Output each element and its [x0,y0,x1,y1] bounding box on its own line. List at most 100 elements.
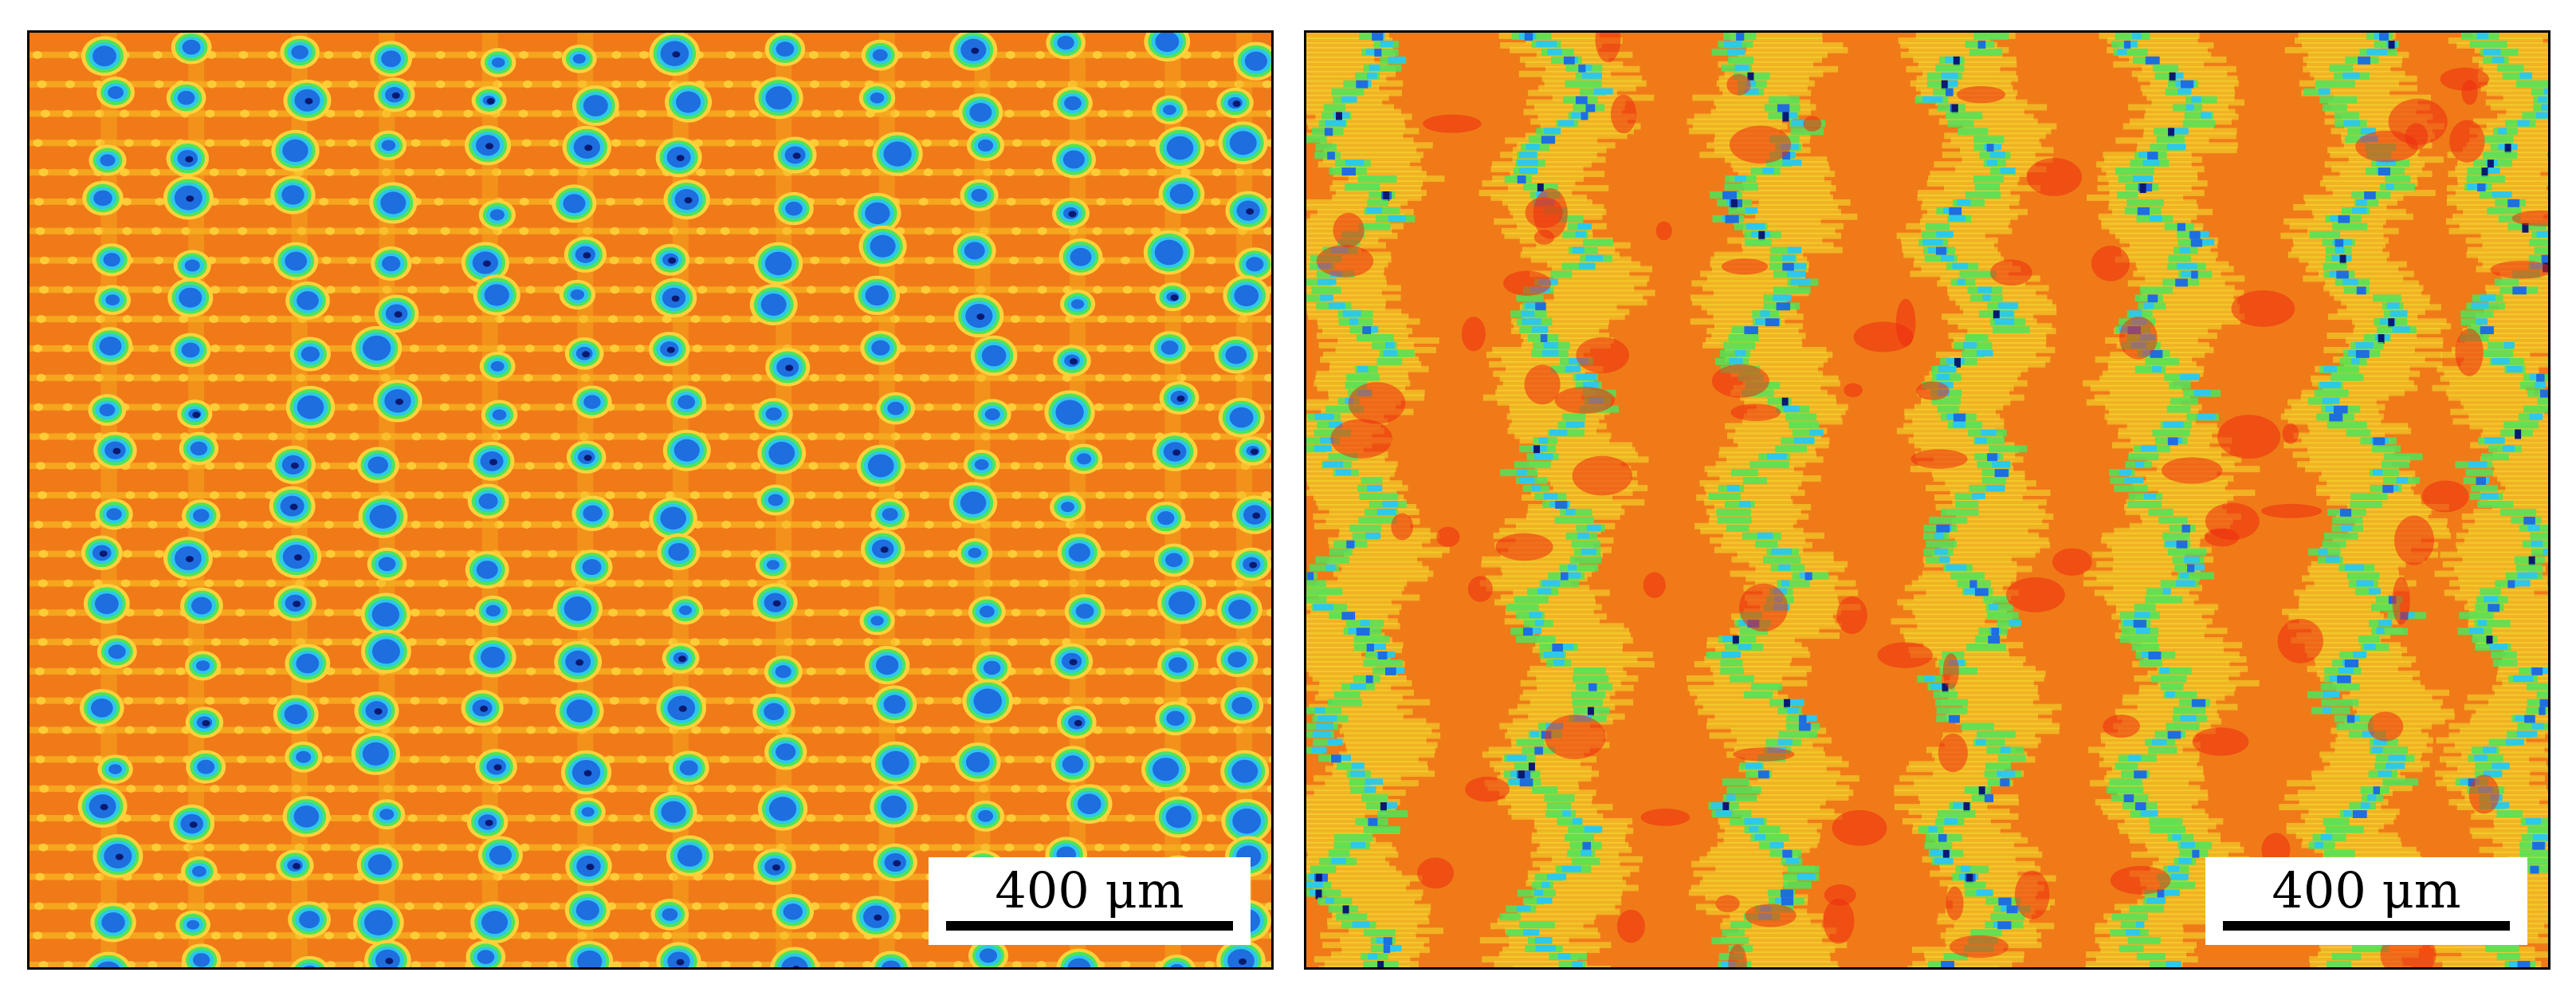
left-stripe-dot [33,403,44,411]
left-stripe-dot [266,843,277,852]
right-band-yellow [1913,594,2012,601]
right-band-green [1926,556,1950,564]
right-band-blue [1365,675,1373,683]
right-band-yellow [2299,599,2400,606]
left-blob-core [1166,136,1194,160]
right-band-green [1323,104,1346,112]
right-band-cyan [1350,683,1366,690]
left-stripe-dot [406,109,416,118]
right-band-cyan [1791,120,1805,127]
left-blob-core [883,695,906,714]
right-band-cyan [1997,770,2016,777]
left-stripe-dot [980,432,991,441]
right-band-yellow [1339,727,1432,734]
left-stripe-dot [63,285,73,294]
right-band-yellow [1937,655,2026,663]
left-stripe-dot [409,344,419,352]
right-band-yellow [2109,227,2202,234]
right-band-green [2119,945,2144,953]
right-band-green [1786,714,1808,722]
right-band-navy [2139,183,2146,193]
left-blob-dark [1238,958,1247,965]
left-stripe-dot [405,491,415,500]
right-band-green [1965,191,2001,199]
right-band-yellow [1544,299,1647,306]
right-band-yellow [1546,499,1645,506]
right-band-green [1573,667,1606,675]
left-stripe-dot [610,226,620,235]
left-stripe-dot [864,785,874,793]
left-blob-core [660,506,686,530]
right-band-green [1787,865,1820,873]
left-stripe-dot [1153,491,1164,500]
left-stripe-dot [608,608,618,617]
right-band-cyan [1365,48,1376,55]
left-stripe-dot [518,902,528,911]
left-stripe-dot [68,256,77,265]
right-band-yellow [2301,89,2390,96]
left-stripe-dot [439,285,450,294]
right-band-cyan [1745,762,1763,770]
left-stripe-dot [1097,315,1107,324]
left-stripe-dot [1125,813,1135,822]
left-stripe-dot [1039,813,1050,822]
right-band-green [2158,516,2188,524]
right-band-green [2145,596,2183,604]
right-band-green [1356,334,1394,342]
scale-bar-line-left [946,921,1233,931]
left-stripe-dot [238,285,248,294]
right-band-yellow [1917,389,2010,396]
right-band-green [1313,738,1338,746]
left-stripe [29,844,1271,851]
right-band-yellow [2299,604,2398,611]
surface-map-right: 400 μm [1304,30,2550,970]
left-stripe-dot [1119,168,1129,177]
left-stripe-dot [952,843,962,852]
left-stripe-dot [611,961,622,967]
left-blob-core [181,342,200,358]
left-stripe-dot [38,608,49,617]
right-band-green [2350,493,2388,500]
right-band-yellow [1498,951,1587,959]
right-band-green [1724,183,1758,191]
right-band-cyan [2000,746,2011,754]
right-band-cyan [1529,612,1542,619]
right-band-cyan [1328,738,1343,746]
right-band-green [1785,413,1817,421]
right-band-cyan [1535,937,1553,944]
left-stripe-dot [152,285,163,294]
right-band-yellow [1714,713,1804,720]
left-blob-dark [976,313,985,321]
right-band-cyan [1773,294,1792,301]
left-stripe-dot [725,109,736,118]
left-stripe-dot [434,520,444,529]
right-band-yellow [1950,675,2044,682]
right-band-green [1329,548,1353,556]
left-blob-dark [100,804,108,811]
right-band-blue [1988,636,2001,644]
right-band-green [1929,516,1968,524]
left-stripe-dot [440,373,450,382]
left-stripe-dot [1211,432,1221,441]
right-band-navy [1377,961,1384,967]
left-stripe-dot [666,491,675,500]
left-stripe-dot [635,403,646,411]
right-band-yellow [1946,713,2039,720]
right-band-yellow [1694,113,1793,120]
right-band-cyan [1316,722,1333,730]
left-stripe [29,81,1271,88]
right-band-blue [1331,754,1341,763]
left-stripe-dot [583,226,593,235]
right-band-yellow [1306,651,1362,658]
left-stripe-dot [755,902,765,911]
right-band-yellow [1306,199,1408,206]
right-band-yellow [1318,342,1415,348]
left-blob-dark [874,914,882,921]
right-band-green [2150,144,2184,152]
right-band-green [1945,112,1983,120]
right-band-blue [1935,246,1946,255]
left-stripe-dot [983,168,993,177]
right-band-yellow [1519,304,1617,311]
left-stripe-dot [349,432,359,441]
right-band-green [2145,357,2180,365]
